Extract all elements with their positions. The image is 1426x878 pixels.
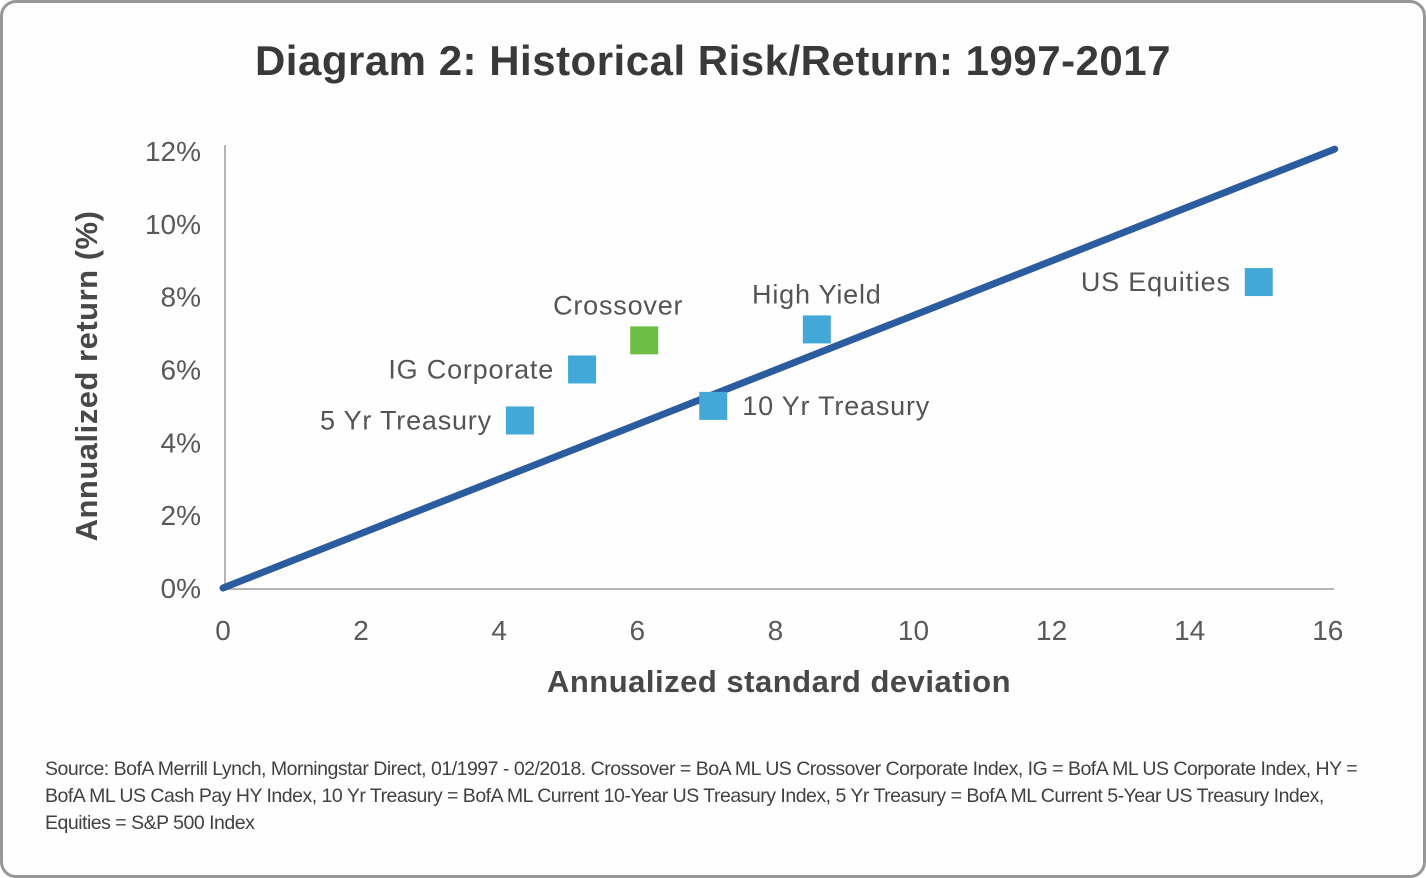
point-crossover [630, 326, 659, 355]
trend-line [219, 145, 1339, 592]
x-tick-label-2: 2 [353, 615, 369, 646]
x-tick-label-4: 4 [491, 615, 507, 646]
point-label-ig-corporate: IG Corporate [388, 354, 554, 384]
x-tick-label-0: 0 [215, 615, 231, 646]
point-us-equities [1244, 268, 1273, 297]
y-tick-label-12-: 12% [145, 136, 201, 167]
point-ig-corporate [568, 355, 597, 384]
y-tick-label-2-: 2% [161, 500, 201, 531]
y-tick-label-8-: 8% [161, 282, 201, 313]
x-tick-label-10: 10 [898, 615, 929, 646]
x-tick-label-6: 6 [630, 615, 646, 646]
point-label-high-yield: High Yield [752, 279, 882, 309]
y-tick-label-4-: 4% [161, 427, 201, 458]
y-tick-label-6-: 6% [161, 354, 201, 385]
chart-title: Diagram 2: Historical Risk/Return: 1997-… [254, 37, 1172, 84]
point-5-yr-treasury [505, 406, 534, 435]
x-tick-label-8: 8 [768, 615, 784, 646]
x-axis-title: Annualized standard deviation [547, 664, 1011, 699]
point-high-yield [802, 315, 831, 344]
y-tick-label-10-: 10% [145, 209, 201, 240]
y-axis-title: Annualized return (%) [69, 211, 104, 542]
source-note: Source: BofA Merrill Lynch, Morningstar … [45, 758, 1358, 834]
x-tick-label-14: 14 [1174, 615, 1205, 646]
x-tick-label-12: 12 [1036, 615, 1067, 646]
point-label-crossover: Crossover [553, 290, 683, 320]
point-label-10-yr-treasury: 10 Yr Treasury [742, 391, 930, 421]
point-10-yr-treasury [699, 391, 728, 420]
y-tick-label-0-: 0% [161, 573, 201, 604]
risk-return-scatter-chart: 0% 2% 4% 6% 8% 10% 12% 0 2 4 6 8 10 12 14 16 5 Yr Treasu… [69, 136, 1343, 699]
point-label-5-yr-treasury: 5 Yr Treasury [320, 405, 492, 435]
x-tick-label-16: 16 [1312, 615, 1343, 646]
point-label-us-equities: US Equities [1081, 267, 1231, 297]
